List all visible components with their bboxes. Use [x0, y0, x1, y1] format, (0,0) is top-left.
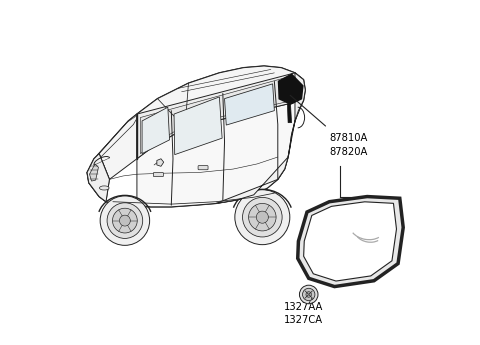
- Circle shape: [120, 215, 131, 226]
- FancyBboxPatch shape: [198, 166, 208, 170]
- Circle shape: [249, 204, 276, 231]
- Circle shape: [100, 196, 150, 245]
- Polygon shape: [87, 154, 109, 202]
- Polygon shape: [288, 73, 305, 157]
- Circle shape: [235, 190, 290, 245]
- Polygon shape: [142, 107, 169, 154]
- Circle shape: [306, 292, 312, 297]
- Circle shape: [256, 211, 268, 223]
- Text: 1327AA
1327CA: 1327AA 1327CA: [284, 302, 323, 325]
- Circle shape: [300, 285, 318, 304]
- Polygon shape: [279, 75, 302, 104]
- Circle shape: [242, 197, 282, 237]
- Polygon shape: [174, 97, 222, 155]
- Polygon shape: [137, 73, 303, 159]
- Polygon shape: [137, 100, 303, 207]
- Polygon shape: [99, 114, 137, 179]
- FancyBboxPatch shape: [154, 172, 163, 177]
- Polygon shape: [87, 66, 305, 207]
- Polygon shape: [216, 157, 288, 204]
- Polygon shape: [140, 76, 299, 154]
- Circle shape: [107, 203, 143, 238]
- Text: 87810A
87820A: 87810A 87820A: [329, 134, 368, 157]
- Polygon shape: [304, 202, 396, 281]
- Polygon shape: [137, 66, 303, 159]
- Polygon shape: [157, 159, 164, 166]
- Polygon shape: [225, 84, 275, 125]
- Circle shape: [112, 208, 137, 233]
- Circle shape: [302, 288, 315, 300]
- Ellipse shape: [99, 186, 109, 190]
- Polygon shape: [288, 104, 291, 123]
- Polygon shape: [298, 197, 403, 287]
- Polygon shape: [87, 154, 109, 202]
- Polygon shape: [89, 164, 98, 181]
